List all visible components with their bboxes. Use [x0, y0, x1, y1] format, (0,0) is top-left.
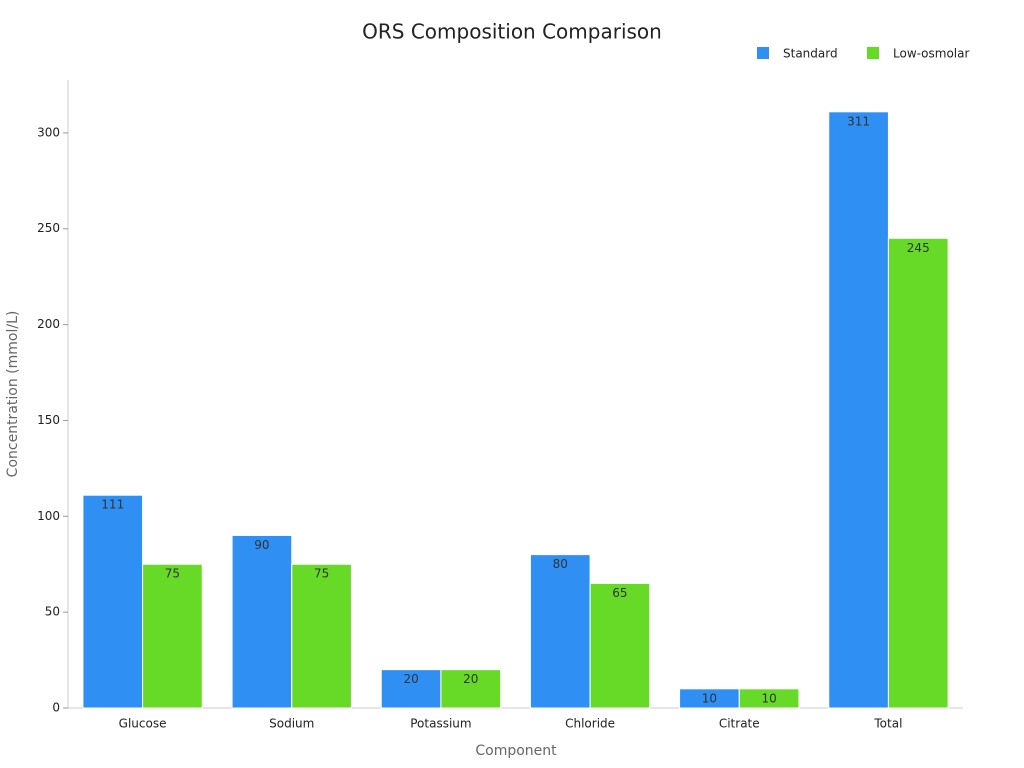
- value-label: 90: [254, 538, 269, 552]
- bar: [738, 688, 800, 709]
- x-tick-label: Total: [873, 717, 902, 731]
- bar: [887, 237, 949, 709]
- legend-label: Standard: [783, 47, 838, 61]
- value-label: 65: [612, 586, 627, 600]
- x-axis-label: Component: [475, 743, 557, 759]
- value-label: 20: [403, 672, 418, 686]
- value-label: 10: [761, 691, 776, 705]
- y-axis-label: Concentration (mmol/L): [5, 311, 21, 478]
- value-label: 75: [165, 567, 180, 581]
- bar: [828, 111, 889, 709]
- bar: [529, 554, 591, 709]
- x-tick-label: Sodium: [269, 717, 314, 731]
- y-tick-label: 0: [52, 701, 60, 715]
- value-label: 245: [907, 241, 930, 255]
- x-tick-label: Citrate: [719, 717, 760, 731]
- bar: [291, 563, 352, 709]
- bar: [231, 534, 293, 709]
- value-label: 311: [847, 114, 870, 128]
- bar: [589, 582, 651, 709]
- y-tick-label: 250: [37, 221, 60, 235]
- y-tick-label: 150: [37, 413, 60, 427]
- legend-swatch: [757, 47, 769, 59]
- value-label: 111: [101, 498, 124, 512]
- chart-title: ORS Composition Comparison: [362, 20, 662, 44]
- bar: [142, 563, 203, 709]
- legend-label: Low-osmolar: [893, 47, 969, 61]
- value-label: 75: [314, 567, 329, 581]
- bar: [440, 669, 502, 709]
- x-tick-label: Glucose: [119, 717, 167, 731]
- y-tick-label: 100: [37, 509, 60, 523]
- y-tick-label: 200: [37, 317, 60, 331]
- bar: [82, 494, 144, 709]
- legend-swatch: [867, 47, 879, 59]
- x-tick-label: Potassium: [410, 717, 471, 731]
- value-label: 20: [463, 672, 478, 686]
- y-tick-label: 50: [45, 605, 60, 619]
- value-label: 10: [702, 691, 717, 705]
- value-label: 80: [553, 557, 568, 571]
- x-tick-label: Chloride: [565, 717, 615, 731]
- y-tick-label: 300: [37, 125, 60, 139]
